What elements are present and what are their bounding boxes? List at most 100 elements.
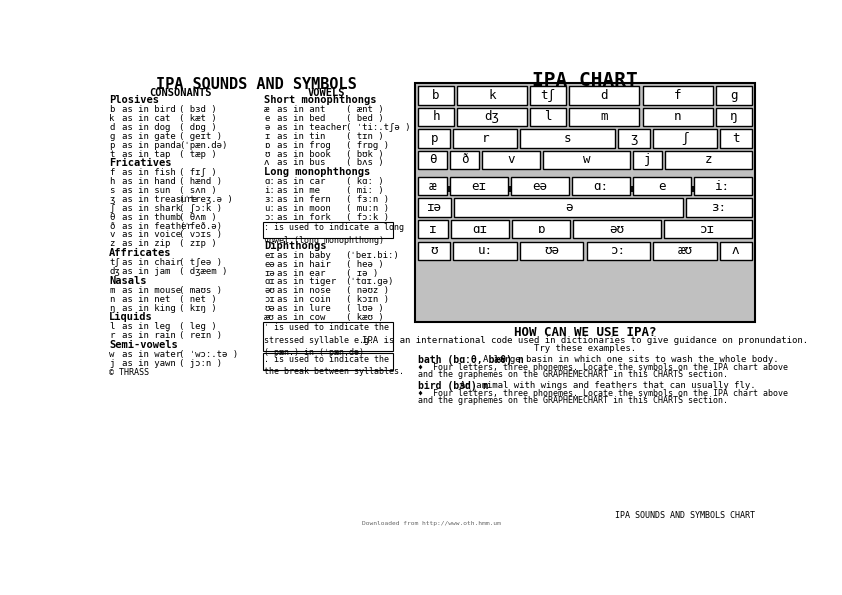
Bar: [717, 108, 752, 126]
Text: as in king: as in king: [122, 303, 176, 312]
Text: ( fɜːn ): ( fɜːn ): [345, 195, 388, 204]
Text: as in bus: as in bus: [277, 158, 326, 167]
Text: ( sʌn ): ( sʌn ): [179, 186, 216, 195]
Text: Short monophthongs: Short monophthongs: [264, 95, 376, 105]
Text: as in bed: as in bed: [277, 114, 326, 123]
Text: θ: θ: [429, 154, 436, 167]
Text: ( reɪn ): ( reɪn ): [179, 331, 222, 340]
Text: as in thumb: as in thumb: [122, 212, 181, 222]
Text: iː: iː: [264, 186, 274, 195]
Text: ʊ: ʊ: [430, 245, 438, 257]
Text: w: w: [583, 154, 590, 167]
Text: ( fɔːk ): ( fɔːk ): [345, 212, 388, 222]
Text: ɪ: ɪ: [429, 223, 437, 236]
Text: IPA CHART: IPA CHART: [532, 71, 638, 90]
Text: r: r: [109, 331, 115, 340]
Text: tʃ: tʃ: [541, 89, 556, 102]
Text: æ: æ: [264, 105, 269, 114]
Text: as in leg: as in leg: [122, 322, 171, 331]
Text: as in baby: as in baby: [277, 251, 331, 260]
Bar: [653, 242, 717, 260]
Text: as in gate: as in gate: [122, 132, 176, 141]
Text: eə: eə: [533, 180, 547, 193]
Text: ( frɒg ): ( frɒg ): [345, 140, 388, 150]
Text: ʒ: ʒ: [631, 132, 638, 145]
Bar: [453, 242, 517, 260]
Text: as in lure: as in lure: [277, 304, 331, 313]
Bar: [633, 177, 690, 195]
Text: ( θʌm ): ( θʌm ): [179, 212, 216, 222]
Text: as in sun: as in sun: [122, 186, 171, 195]
Text: as in fern: as in fern: [277, 195, 331, 204]
Text: as in coin: as in coin: [277, 295, 331, 304]
Text: ɑɪ: ɑɪ: [472, 223, 488, 236]
Text: ɔː: ɔː: [610, 245, 626, 257]
Bar: [418, 242, 450, 260]
Text: as in book: as in book: [277, 149, 331, 158]
Text: ɜː: ɜː: [264, 195, 274, 204]
Text: ( nəʊz ): ( nəʊz ): [345, 286, 388, 295]
Text: b: b: [432, 89, 440, 102]
Bar: [450, 177, 508, 195]
Text: k: k: [109, 114, 115, 123]
Text: as in zip: as in zip: [122, 239, 171, 248]
Bar: [694, 177, 752, 195]
Text: An animal with wings and feathers that can usually fly.: An animal with wings and feathers that c…: [461, 381, 756, 390]
Text: ( maʊs ): ( maʊs ): [179, 286, 222, 295]
Text: əʊ: əʊ: [610, 223, 625, 236]
Text: as in teacher: as in teacher: [277, 123, 347, 132]
Text: f: f: [109, 168, 115, 177]
Text: bath (bɑːθ, bæθ) n: bath (bɑːθ, bæθ) n: [418, 355, 524, 365]
Bar: [605, 186, 752, 192]
Text: Long monophthongs: Long monophthongs: [264, 167, 370, 177]
Text: p: p: [109, 140, 115, 150]
Text: Downloaded from http://www.oth.hmm.um: Downloaded from http://www.oth.hmm.um: [362, 521, 501, 527]
Text: ( dɒg ): ( dɒg ): [179, 123, 216, 132]
Text: ( ˈwɔː.tə ): ( ˈwɔː.tə ): [179, 350, 238, 359]
Bar: [418, 177, 447, 195]
Bar: [418, 108, 454, 126]
Text: ( miː ): ( miː ): [345, 186, 383, 195]
Bar: [642, 86, 713, 105]
Text: as in panda: as in panda: [122, 140, 181, 150]
Text: ɒ: ɒ: [537, 223, 545, 236]
Text: ɔː: ɔː: [264, 212, 274, 222]
Bar: [653, 129, 717, 148]
Text: and the graphemes on the GRAPHEMECHART in this CHARTS section.: and the graphemes on the GRAPHEMECHART i…: [418, 396, 727, 405]
Text: ( bed ): ( bed ): [345, 114, 383, 123]
Text: ŋ: ŋ: [109, 303, 115, 312]
Text: ɑː: ɑː: [594, 180, 609, 193]
Text: ( kɑː ): ( kɑː ): [345, 177, 383, 186]
Text: as in treasure: as in treasure: [122, 195, 198, 204]
Text: ( zɪp ): ( zɪp ): [179, 239, 216, 248]
Text: tʃ: tʃ: [109, 258, 120, 267]
Text: Diphthongs: Diphthongs: [264, 241, 327, 251]
Text: Semi-vowels: Semi-vowels: [109, 340, 178, 350]
Text: n: n: [109, 295, 115, 303]
Text: eə: eə: [264, 259, 274, 269]
Text: ( geɪt ): ( geɪt ): [179, 132, 222, 141]
Text: ( lʊə ): ( lʊə ): [345, 304, 383, 313]
Text: as in hair: as in hair: [277, 259, 331, 269]
Bar: [418, 129, 450, 148]
Text: p: p: [430, 132, 438, 145]
Text: l: l: [545, 110, 552, 123]
Text: as in tap: as in tap: [122, 149, 171, 158]
Bar: [453, 129, 517, 148]
Text: as in shark: as in shark: [122, 204, 181, 213]
Text: as in moon: as in moon: [277, 204, 331, 213]
Text: ɑː: ɑː: [264, 177, 274, 186]
Text: as in fork: as in fork: [277, 212, 331, 222]
Text: ( bɜd ): ( bɜd ): [179, 105, 216, 114]
Text: ( vɔɪs ): ( vɔɪs ): [179, 230, 222, 239]
Text: as in chair: as in chair: [122, 258, 181, 267]
Text: m: m: [600, 110, 608, 123]
Text: as in fish: as in fish: [122, 168, 176, 177]
Text: ŋ: ŋ: [730, 110, 738, 123]
Bar: [665, 151, 752, 169]
Bar: [418, 186, 565, 192]
Text: θ: θ: [109, 212, 115, 222]
Text: as in ear: as in ear: [277, 268, 326, 277]
Text: ɔɪ: ɔɪ: [701, 223, 716, 236]
Text: g: g: [730, 89, 738, 102]
